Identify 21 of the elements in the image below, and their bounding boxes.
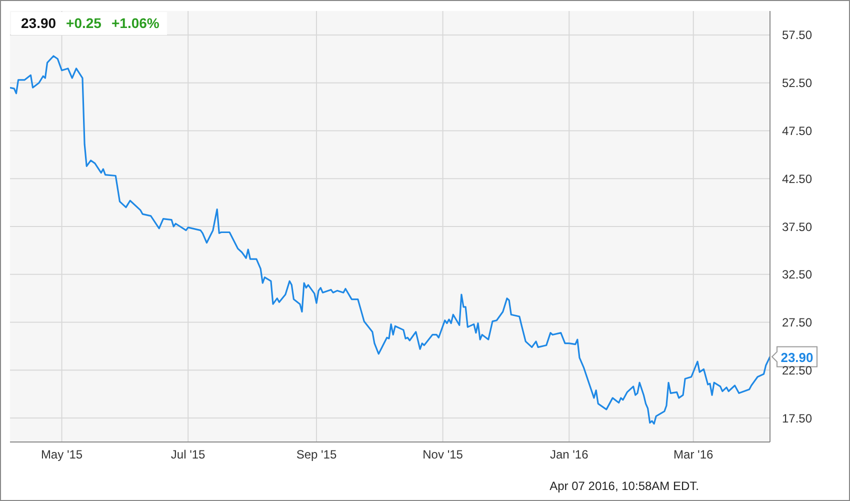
annotation: +0.25 [66, 15, 102, 31]
y-tick-label: 57.50 [782, 28, 812, 42]
y-tick-label: 47.50 [782, 124, 812, 138]
y-tick-label: 17.50 [782, 411, 812, 426]
y-tick-label: 37.50 [782, 220, 812, 234]
x-tick-label: Jul '15 [170, 448, 206, 462]
annotation: 23.90 [21, 15, 56, 31]
y-tick-label: 42.50 [782, 172, 812, 186]
x-tick-label: Nov '15 [422, 448, 464, 462]
y-tick-label: 27.50 [782, 316, 812, 330]
y-tick-label: 22.50 [782, 363, 812, 378]
x-tick-label: Sep '15 [296, 448, 337, 462]
x-tick-label: Mar '16 [674, 448, 714, 462]
x-tick-label: Jan '16 [550, 448, 589, 462]
y-tick-label: 32.50 [782, 268, 812, 282]
text: Apr 07 2016, 10:58AM EDT. [550, 479, 699, 493]
annotation: 23.90 [780, 350, 814, 365]
y-tick-label: 52.50 [782, 76, 812, 90]
line-series [10, 55, 770, 425]
x-tick-label: May '15 [40, 448, 83, 462]
annotation: +1.06% [111, 15, 160, 31]
